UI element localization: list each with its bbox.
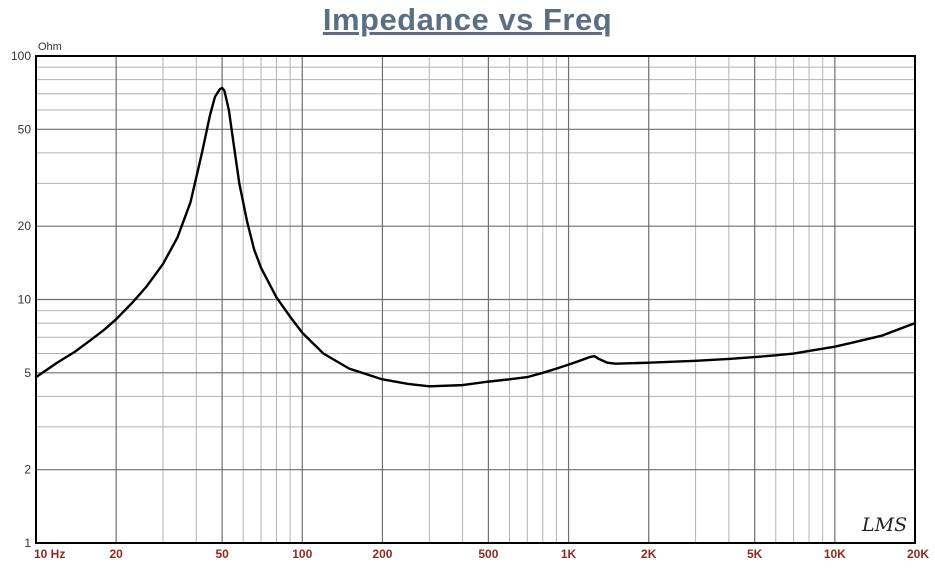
y-tick-label: 50 — [18, 122, 32, 136]
y-tick-label: 20 — [18, 219, 32, 233]
y-tick-label: 2 — [24, 463, 31, 477]
x-tick-label: 500 — [478, 547, 498, 561]
x-tick-label: 5K — [747, 547, 763, 561]
lms-logo: LMS — [861, 514, 907, 536]
x-tick-labels: 10 Hz 20 50 100 200 500 1K 2K 5K 10K 20K — [34, 547, 929, 561]
x-tick-label: 50 — [215, 547, 229, 561]
impedance-curve — [34, 86, 917, 388]
x-tick-label: 10K — [824, 547, 846, 561]
y-tick-label: 100 — [11, 49, 31, 63]
y-tick-label: 10 — [18, 293, 32, 307]
x-tick-label: 20 — [109, 547, 123, 561]
y-tick-label: 5 — [24, 366, 31, 380]
plot-frame — [35, 55, 916, 544]
x-tick-label: 10 Hz — [34, 547, 65, 561]
chart-title: Impedance vs Freq — [322, 2, 613, 37]
x-tick-label: 1K — [561, 547, 577, 561]
y-axis-unit: Ohm — [38, 41, 62, 53]
x-tick-label: 100 — [292, 547, 312, 561]
x-tick-label: 200 — [372, 547, 392, 561]
y-tick-label: 1 — [24, 536, 31, 550]
major-grid — [35, 56, 916, 543]
x-tick-label: 2K — [641, 547, 657, 561]
x-tick-label: 20K — [907, 547, 929, 561]
y-tick-labels: 100 50 20 10 5 2 1 — [11, 49, 31, 550]
